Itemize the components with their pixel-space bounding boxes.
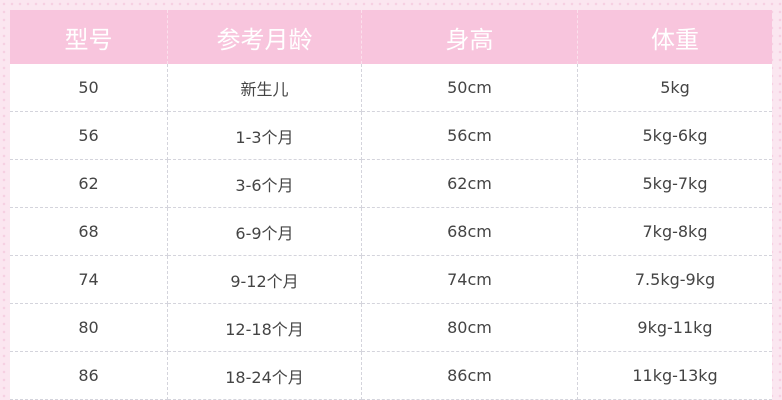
header-cell: 体重 [651, 25, 699, 54]
table-row: 80 12-18个月 80cm 9kg-11kg [10, 304, 772, 352]
table-cell: 80cm [362, 304, 578, 352]
table-cell: 新生儿 [168, 64, 362, 112]
table-cell: 11kg-13kg [578, 352, 772, 400]
table-row: 56 1-3个月 56cm 5kg-6kg [10, 112, 772, 160]
size-table: 型号 参考月龄 身高 体重 50 新生儿 50cm 5kg 56 1-3个月 56cm 5kg-6kg… [10, 10, 772, 400]
table-cell: 80 [10, 304, 168, 352]
table-cell: 56 [10, 112, 168, 160]
table-cell: 7.5kg-9kg [578, 256, 772, 304]
table-cell: 74cm [362, 256, 578, 304]
header-row: 型号 参考月龄 身高 体重 [10, 10, 772, 64]
table-cell: 86cm [362, 352, 578, 400]
table-cell: 50cm [362, 64, 578, 112]
table-cell: 74 [10, 256, 168, 304]
table-cell: 7kg-8kg [578, 208, 772, 256]
table-cell: 3-6个月 [168, 160, 362, 208]
header-cell: 型号 [10, 10, 168, 64]
table-cell: 62 [10, 160, 168, 208]
table-cell: 12-18个月 [168, 304, 362, 352]
table-cell: 56cm [362, 112, 578, 160]
table-cell: 68cm [362, 208, 578, 256]
table-cell: 18-24个月 [168, 352, 362, 400]
header-cell: 参考月龄 [168, 10, 362, 64]
table-cell: 9kg-11kg [578, 304, 772, 352]
table-row: 74 9-12个月 74cm 7.5kg-9kg [10, 256, 772, 304]
table-cell: 68 [10, 208, 168, 256]
table-cell: 5kg-6kg [578, 112, 772, 160]
table-row: 86 18-24个月 86cm 11kg-13kg [10, 352, 772, 400]
table-cell: 9-12个月 [168, 256, 362, 304]
table-row: 68 6-9个月 68cm 7kg-8kg [10, 208, 772, 256]
table-cell: 50 [10, 64, 168, 112]
table-cell: 5kg [578, 64, 772, 112]
table-cell: 6-9个月 [168, 208, 362, 256]
table-row: 50 新生儿 50cm 5kg [10, 64, 772, 112]
header-cell: 身高 [362, 10, 578, 64]
table-row: 62 3-6个月 62cm 5kg-7kg [10, 160, 772, 208]
table-cell: 5kg-7kg [578, 160, 772, 208]
table-cell: 1-3个月 [168, 112, 362, 160]
table-cell: 62cm [362, 160, 578, 208]
table-cell: 86 [10, 352, 168, 400]
